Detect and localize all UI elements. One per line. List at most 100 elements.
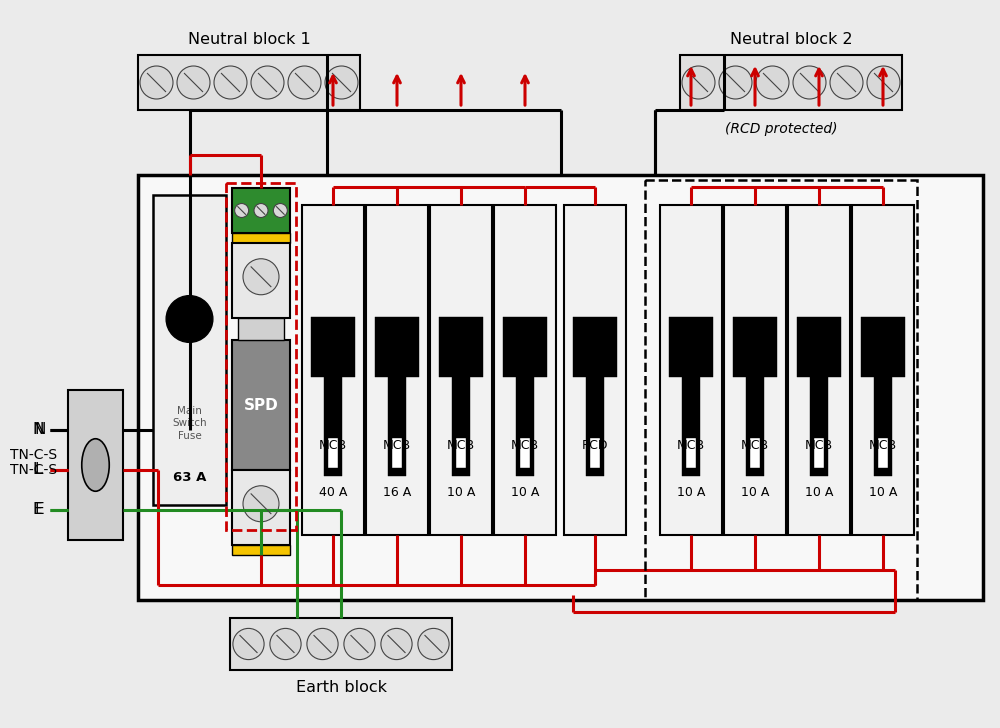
Bar — [520, 438, 530, 467]
Circle shape — [214, 66, 247, 99]
Text: Earth block: Earth block — [296, 680, 386, 695]
Bar — [861, 317, 905, 376]
Bar — [375, 317, 419, 376]
Text: MCB: MCB — [677, 440, 705, 452]
Bar — [328, 438, 338, 467]
Text: 10 A: 10 A — [677, 486, 705, 499]
Bar — [814, 438, 824, 467]
Ellipse shape — [82, 439, 109, 491]
Bar — [232, 233, 290, 243]
Bar — [680, 55, 902, 110]
Text: MCB: MCB — [805, 440, 833, 452]
Bar — [746, 376, 764, 475]
Bar — [138, 175, 983, 600]
Circle shape — [254, 204, 268, 218]
Bar — [302, 205, 364, 535]
Circle shape — [288, 66, 321, 99]
Bar — [324, 376, 342, 475]
Circle shape — [344, 628, 375, 660]
Circle shape — [233, 628, 264, 660]
Bar — [366, 205, 428, 535]
Bar — [852, 205, 914, 535]
Text: MCB: MCB — [869, 440, 897, 452]
Circle shape — [251, 66, 284, 99]
Circle shape — [273, 204, 287, 218]
Bar — [452, 376, 470, 475]
Bar — [68, 390, 123, 540]
Circle shape — [418, 628, 449, 660]
Bar — [232, 188, 290, 233]
Circle shape — [243, 486, 279, 522]
Bar — [878, 438, 888, 467]
Text: N: N — [32, 422, 43, 438]
Text: MCB: MCB — [447, 440, 475, 452]
Circle shape — [381, 628, 412, 660]
Bar — [750, 438, 760, 467]
Bar — [232, 545, 290, 555]
Bar — [645, 180, 917, 600]
Bar — [682, 376, 700, 475]
Text: TN-C-S: TN-C-S — [10, 448, 57, 462]
Text: Neutral block 2: Neutral block 2 — [730, 32, 852, 47]
Bar — [503, 317, 547, 376]
Text: 10 A: 10 A — [805, 486, 833, 499]
Bar — [494, 205, 556, 535]
Bar — [311, 317, 355, 376]
Text: L: L — [35, 462, 44, 478]
Bar — [564, 205, 626, 535]
Text: N: N — [35, 422, 46, 438]
Bar — [874, 376, 892, 475]
Text: 10 A: 10 A — [869, 486, 897, 499]
Bar — [810, 376, 828, 475]
Text: 16 A: 16 A — [383, 486, 411, 499]
Text: RCD: RCD — [582, 440, 608, 452]
Bar — [232, 243, 290, 318]
Text: 63 A: 63 A — [173, 470, 206, 483]
Text: E: E — [35, 502, 45, 518]
Circle shape — [270, 628, 301, 660]
Bar — [733, 317, 777, 376]
Circle shape — [177, 66, 210, 99]
Bar — [516, 376, 534, 475]
Bar — [138, 55, 360, 110]
Circle shape — [235, 204, 249, 218]
Text: 10 A: 10 A — [741, 486, 769, 499]
Bar — [660, 205, 722, 535]
Text: MCB: MCB — [319, 440, 347, 452]
Circle shape — [243, 258, 279, 295]
Circle shape — [719, 66, 752, 99]
Bar — [586, 376, 604, 475]
Text: MCB: MCB — [741, 440, 769, 452]
Bar — [230, 618, 452, 670]
Text: 10 A: 10 A — [511, 486, 539, 499]
Bar — [669, 317, 713, 376]
Text: 40 A: 40 A — [319, 486, 347, 499]
Circle shape — [140, 66, 173, 99]
Text: L: L — [32, 462, 40, 478]
Text: Main
Switch
Fuse: Main Switch Fuse — [172, 405, 207, 440]
Bar — [232, 340, 290, 470]
Bar — [226, 183, 296, 530]
Text: MCB: MCB — [383, 440, 411, 452]
Text: TN-C-S: TN-C-S — [10, 463, 57, 477]
Bar — [153, 195, 226, 505]
Circle shape — [793, 66, 826, 99]
Bar — [392, 438, 402, 467]
Bar — [797, 317, 841, 376]
Circle shape — [682, 66, 715, 99]
Text: (RCD protected): (RCD protected) — [725, 122, 837, 136]
Circle shape — [325, 66, 358, 99]
Bar — [238, 318, 284, 340]
Circle shape — [307, 628, 338, 660]
Bar — [232, 470, 290, 545]
Bar — [590, 438, 600, 467]
Circle shape — [830, 66, 863, 99]
Bar — [686, 438, 696, 467]
Bar — [456, 438, 466, 467]
Circle shape — [867, 66, 900, 99]
Circle shape — [756, 66, 789, 99]
Text: SPD: SPD — [244, 397, 278, 413]
Circle shape — [166, 296, 213, 342]
Bar — [788, 205, 850, 535]
Bar — [430, 205, 492, 535]
